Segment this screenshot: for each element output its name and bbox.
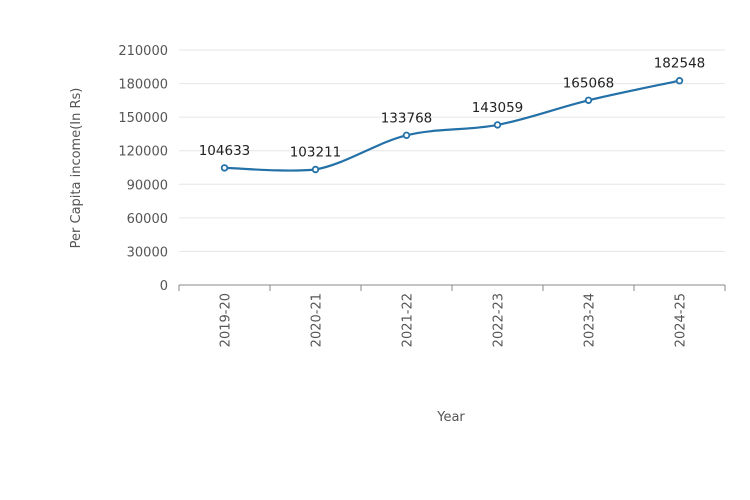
data-point[interactable] bbox=[584, 96, 593, 104]
y-tick-label: 210000 bbox=[118, 44, 168, 59]
y-tick-label: 180000 bbox=[118, 78, 168, 93]
data-point[interactable] bbox=[493, 121, 502, 129]
series-line bbox=[224, 79, 680, 172]
y-axis-title: Per Capita income(In Rs) bbox=[69, 88, 84, 249]
x-tick-label: 2019-20 bbox=[219, 293, 234, 347]
y-tick-label: 0 bbox=[160, 279, 168, 294]
data-label: 143059 bbox=[472, 100, 524, 116]
data-point[interactable] bbox=[311, 165, 320, 174]
data-point[interactable] bbox=[675, 77, 684, 85]
series-points bbox=[220, 77, 684, 174]
data-point[interactable] bbox=[220, 164, 229, 172]
series-line-path bbox=[224, 79, 680, 172]
y-tick-label: 60000 bbox=[127, 212, 168, 227]
x-tick-label: 2020-21 bbox=[310, 293, 325, 347]
y-tick-label: 150000 bbox=[118, 111, 168, 126]
y-tick-label: 90000 bbox=[127, 178, 168, 193]
data-point[interactable] bbox=[402, 131, 411, 140]
data-label: 133768 bbox=[381, 110, 433, 126]
data-label: 104633 bbox=[199, 143, 251, 159]
x-tick-label: 2022-23 bbox=[492, 293, 507, 347]
grid-lines bbox=[179, 49, 725, 252]
x-tick-label: 2024-25 bbox=[674, 293, 689, 347]
x-tick-label: 2023-24 bbox=[583, 293, 598, 347]
x-axis: 2019-20 2020-21 2021-22 2022-23 2023-24 2024-… bbox=[178, 284, 726, 347]
x-tick-label: 2021-22 bbox=[401, 293, 416, 347]
y-axis-ticks: 0 30000 60000 90000 120000 150000 180000 210000 bbox=[118, 44, 168, 294]
data-label: 165068 bbox=[563, 75, 615, 91]
x-axis-title: Year bbox=[436, 410, 465, 425]
data-label: 182548 bbox=[654, 56, 706, 72]
y-tick-label: 120000 bbox=[118, 145, 168, 160]
y-tick-label: 30000 bbox=[127, 245, 168, 260]
data-labels: 104633 103211 133768 143059 165068 182548 bbox=[199, 56, 706, 161]
data-label: 103211 bbox=[290, 145, 342, 161]
